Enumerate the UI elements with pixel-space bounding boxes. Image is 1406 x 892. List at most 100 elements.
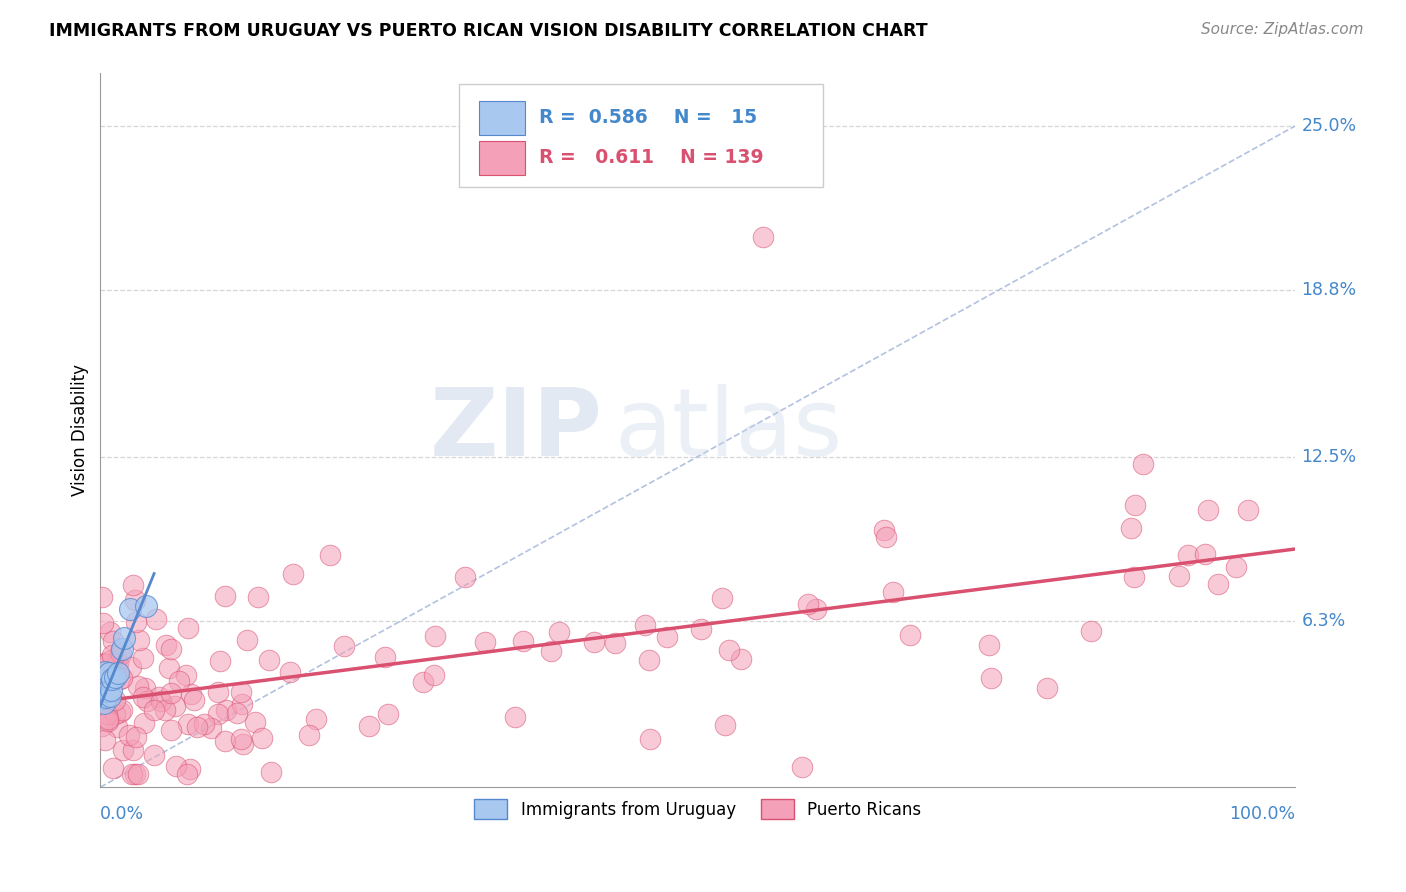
Point: [100, 668, 122, 682]
Point: [281, 566, 304, 581]
Point: [374, 650, 396, 665]
Point: [96, 683, 118, 698]
Point: [200, 721, 222, 735]
Point: [157, 661, 180, 675]
Point: [90, 590, 112, 604]
Point: [247, 591, 270, 605]
Text: ZIP: ZIP: [429, 384, 602, 476]
Point: [231, 685, 253, 699]
Point: [131, 690, 153, 704]
Point: [120, 602, 142, 616]
Point: [91, 616, 114, 631]
Point: [232, 737, 254, 751]
Point: [797, 598, 820, 612]
Point: [93, 697, 115, 711]
Point: [155, 638, 177, 652]
Point: [134, 681, 156, 695]
Point: [1132, 457, 1154, 471]
Point: [104, 693, 127, 707]
Point: [1167, 569, 1189, 583]
Point: [111, 703, 134, 717]
Point: [710, 591, 733, 606]
Point: [96, 690, 118, 705]
Point: [1194, 547, 1216, 561]
Point: [548, 625, 571, 640]
Point: [93, 657, 115, 671]
Text: atlas: atlas: [614, 384, 842, 476]
Point: [177, 621, 200, 635]
Point: [125, 731, 148, 745]
Point: [377, 707, 399, 722]
Point: [1206, 576, 1229, 591]
Point: [453, 569, 475, 583]
Point: [108, 672, 131, 686]
Point: [155, 703, 177, 717]
FancyBboxPatch shape: [458, 84, 824, 187]
Legend: Immigrants from Uruguay, Puerto Ricans: Immigrants from Uruguay, Puerto Ricans: [467, 793, 928, 825]
Point: [1123, 570, 1146, 584]
Point: [503, 710, 526, 724]
Point: [582, 635, 605, 649]
Point: [260, 764, 283, 779]
Text: 6.3%: 6.3%: [1301, 612, 1346, 630]
Point: [110, 671, 132, 685]
Point: [125, 615, 148, 630]
Point: [425, 628, 447, 642]
Point: [145, 612, 167, 626]
Point: [111, 642, 134, 657]
Point: [160, 685, 183, 699]
Point: [120, 660, 142, 674]
Point: [1197, 503, 1219, 517]
Point: [127, 767, 149, 781]
Point: [1036, 681, 1059, 695]
Point: [118, 728, 141, 742]
FancyBboxPatch shape: [479, 101, 524, 135]
Point: [107, 656, 129, 670]
Point: [718, 642, 741, 657]
Point: [215, 703, 238, 717]
Point: [159, 641, 181, 656]
Point: [127, 679, 149, 693]
Point: [96, 690, 118, 705]
Point: [214, 589, 236, 603]
Point: [875, 530, 897, 544]
Point: [108, 705, 131, 719]
Point: [638, 731, 661, 746]
Point: [96, 707, 118, 722]
Text: 0.0%: 0.0%: [100, 805, 145, 823]
Point: [250, 731, 273, 746]
Point: [97, 665, 120, 680]
Point: [193, 716, 215, 731]
Text: Source: ZipAtlas.com: Source: ZipAtlas.com: [1201, 22, 1364, 37]
Point: [1080, 624, 1102, 639]
Point: [186, 720, 208, 734]
Point: [540, 644, 562, 658]
Point: [91, 690, 114, 705]
Point: [977, 638, 1000, 652]
Text: 100.0%: 100.0%: [1229, 805, 1295, 823]
Point: [160, 723, 183, 738]
Point: [176, 716, 198, 731]
Point: [280, 665, 302, 679]
Point: [122, 743, 145, 757]
Point: [124, 593, 146, 607]
Point: [101, 634, 124, 648]
Point: [174, 667, 197, 681]
Point: [91, 719, 114, 733]
Point: [98, 690, 121, 704]
Point: [94, 673, 117, 688]
Point: [236, 632, 259, 647]
Point: [714, 718, 737, 732]
Point: [1236, 502, 1258, 516]
Point: [165, 698, 187, 713]
Point: [603, 636, 626, 650]
Point: [136, 694, 159, 708]
Point: [207, 707, 229, 722]
Point: [873, 523, 896, 537]
Point: [94, 656, 117, 670]
Point: [121, 767, 143, 781]
Point: [132, 650, 155, 665]
Point: [143, 748, 166, 763]
Point: [122, 578, 145, 592]
Point: [804, 601, 827, 615]
